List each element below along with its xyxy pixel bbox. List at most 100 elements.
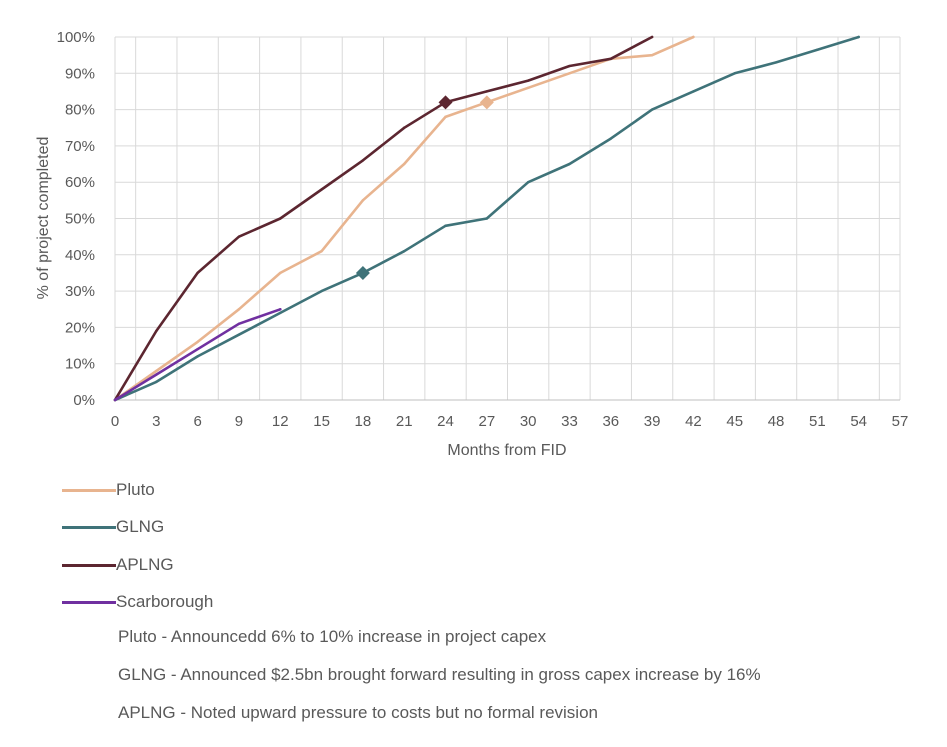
data-point-glng <box>237 333 241 336</box>
x-tick-label-9: 9 <box>235 413 243 430</box>
data-point-glng <box>526 181 530 184</box>
x-axis-ticks: 0 3 6 9 12 15 18 21 24 27 30 33 36 39 42 45 48 51 54 57 <box>111 413 909 430</box>
x-tick-label-36: 36 <box>602 413 619 430</box>
data-point-pluto <box>650 53 654 57</box>
x-tick-label-30: 30 <box>520 413 537 430</box>
data-point-pluto <box>403 162 406 166</box>
x-tick-label-48: 48 <box>768 413 785 430</box>
series-line-scarborough <box>113 308 282 402</box>
legend-swatch-scarborough <box>62 600 116 604</box>
legend-label-glng: GLNG <box>116 517 165 536</box>
data-point-glng <box>196 355 199 358</box>
data-point-glng <box>568 162 571 166</box>
data-point-scarborough <box>196 347 199 351</box>
data-point-glng <box>650 108 654 111</box>
data-point-glng <box>403 249 406 253</box>
data-point-aplng <box>485 90 489 93</box>
y-tick-label-30: 30% <box>65 283 95 300</box>
y-tick-label-10: 10% <box>65 356 95 373</box>
data-point-scarborough <box>113 398 117 402</box>
data-point-pluto <box>237 308 241 311</box>
legend-item-pluto: Pluto <box>62 478 155 502</box>
data-point-pluto <box>320 249 323 253</box>
marker-layer <box>355 95 494 280</box>
y-axis-label: % of project completed <box>35 137 52 300</box>
data-point-aplng <box>279 217 282 220</box>
data-point-scarborough <box>155 373 158 376</box>
x-tick-label-15: 15 <box>313 413 330 430</box>
legend-label-aplng: APLNG <box>116 555 174 574</box>
data-point-pluto <box>361 199 365 202</box>
annotation-aplng: APLNG - Noted upward pressure to costs b… <box>118 703 598 722</box>
data-point-aplng <box>568 64 571 68</box>
data-point-pluto <box>279 271 282 275</box>
data-point-aplng <box>196 271 199 275</box>
data-point-glng <box>857 35 860 39</box>
data-point-aplng <box>526 79 530 82</box>
marker-pluto <box>479 95 494 110</box>
legend-swatch-aplng <box>62 563 116 567</box>
data-point-aplng <box>155 329 158 333</box>
data-point-glng <box>444 224 447 227</box>
y-tick-label-0: 0% <box>73 392 95 409</box>
y-tick-label-90: 90% <box>65 65 95 82</box>
data-point-pluto <box>526 86 530 90</box>
data-point-glng <box>320 289 323 293</box>
grid-lines <box>114 36 901 401</box>
x-tick-label-18: 18 <box>355 413 372 430</box>
x-tick-label-27: 27 <box>478 413 495 430</box>
data-point-pluto <box>692 35 695 39</box>
data-point-aplng <box>361 159 365 162</box>
legend-item-scarborough: Scarborough <box>62 590 213 614</box>
x-tick-label-24: 24 <box>437 413 454 430</box>
x-axis-label: Months from FID <box>447 442 566 459</box>
legend-label-pluto: Pluto <box>116 480 155 499</box>
data-point-glng <box>733 72 736 75</box>
x-tick-label-57: 57 <box>892 413 909 430</box>
data-point-pluto <box>568 72 571 75</box>
legend-item-glng: GLNG <box>62 515 164 539</box>
data-point-scarborough <box>279 308 282 311</box>
data-point-glng <box>279 311 282 315</box>
data-point-glng <box>692 90 695 93</box>
data-point-aplng <box>237 235 241 238</box>
marker-glng <box>355 265 370 280</box>
y-tick-label-80: 80% <box>65 102 95 119</box>
y-axis-ticks: 0% 10% 20% 30% 40% 50% 60% 70% 80% 90% 100% <box>57 29 95 409</box>
x-tick-label-33: 33 <box>561 413 578 430</box>
data-point-aplng <box>609 57 612 60</box>
y-tick-label-20: 20% <box>65 319 95 336</box>
legend-swatch-glng <box>62 525 116 529</box>
y-tick-label-50: 50% <box>65 211 95 228</box>
y-tick-label-70: 70% <box>65 138 95 155</box>
legend-item-aplng: APLNG <box>62 553 174 577</box>
data-point-aplng <box>650 35 654 39</box>
y-tick-label-60: 60% <box>65 174 95 191</box>
legend-swatch-pluto <box>62 488 116 492</box>
legend-label-scarborough: Scarborough <box>116 592 214 611</box>
data-point-glng <box>774 61 778 64</box>
data-point-glng <box>609 137 612 140</box>
data-point-scarborough <box>237 322 241 325</box>
y-tick-label-100: 100% <box>57 29 95 46</box>
series-line-aplng <box>113 35 654 402</box>
x-tick-label-45: 45 <box>726 413 743 430</box>
annotation-glng: GLNG - Announced $2.5bn brought forward … <box>118 665 761 684</box>
annotation-pluto: Pluto - Announcedd 6% to 10% increase in… <box>118 627 547 646</box>
x-tick-label-3: 3 <box>152 413 160 430</box>
data-point-aplng <box>403 126 406 129</box>
data-point-glng <box>816 48 819 51</box>
data-point-glng <box>485 217 489 220</box>
x-tick-label-39: 39 <box>644 413 661 430</box>
marker-aplng <box>438 95 453 110</box>
x-tick-label-21: 21 <box>396 413 413 430</box>
x-tick-label-12: 12 <box>272 413 289 430</box>
series-layer <box>113 35 860 402</box>
x-tick-label-54: 54 <box>850 413 867 430</box>
x-tick-label-6: 6 <box>193 413 201 430</box>
data-point-pluto <box>155 369 158 373</box>
data-point-aplng <box>320 188 323 191</box>
x-tick-label-0: 0 <box>111 413 119 430</box>
data-point-glng <box>155 380 158 384</box>
x-tick-label-42: 42 <box>685 413 702 430</box>
